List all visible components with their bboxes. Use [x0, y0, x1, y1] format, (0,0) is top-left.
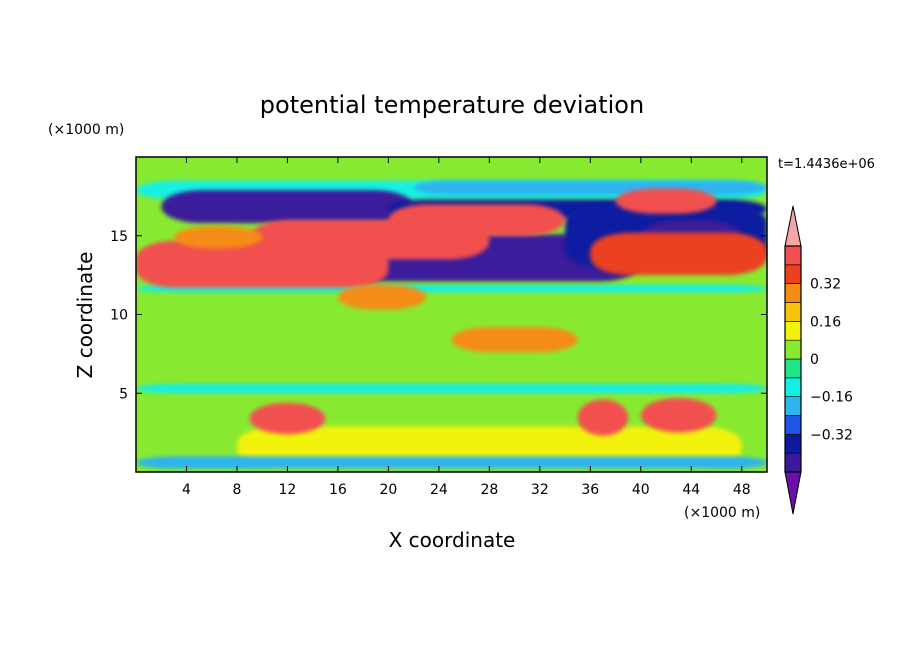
heatmap-cell-0: [136, 383, 767, 394]
colorbar-segment-0: [784, 452, 802, 473]
heatmap-cell-11: [388, 204, 566, 236]
colorbar-extend-low: [784, 471, 802, 515]
x-axis: 4 8 12 16 20 24 28 32 36 40 44 48: [182, 157, 751, 498]
colorbar-segment-10: [784, 264, 802, 284]
x-tick-label-28: 28: [480, 482, 498, 498]
colorbar-tick-label-1: 0.16: [810, 314, 841, 330]
colorbar-tick-label-3: −0.16: [810, 390, 853, 406]
x-tick-label-48: 48: [733, 482, 751, 498]
colorbar-extend-high: [784, 205, 802, 247]
heatmap-cell-14: [173, 226, 263, 249]
x-axis-title: X coordinate: [389, 528, 516, 552]
heatmap-cell-19: [249, 402, 326, 435]
y-axis: 5 10 15: [110, 229, 767, 402]
heatmap-cell-4: [161, 190, 414, 224]
y-unit-label: (×1000 m): [48, 122, 124, 138]
heatmap-field: [136, 157, 767, 472]
colorbar-segment-4: [784, 377, 802, 397]
heatmap-cell-18: [136, 456, 767, 469]
heatmap-cell-20: [577, 399, 629, 436]
x-unit-label: (×1000 m): [684, 505, 760, 521]
heatmap-cell-13: [615, 188, 717, 214]
x-tick-label-32: 32: [531, 482, 549, 498]
chart-title: potential temperature deviation: [260, 91, 644, 119]
heatmap-cell-16: [451, 327, 578, 353]
colorbar-segment-1: [784, 434, 802, 454]
colorbar-tick-label-2: 0: [810, 352, 819, 368]
y-tick-label-15: 15: [110, 229, 128, 245]
x-tick-label-20: 20: [379, 482, 397, 498]
colorbar-tick-label-0: 0.32: [810, 277, 841, 293]
y-tick-label-10: 10: [110, 308, 128, 324]
colorbar-segment-6: [784, 339, 802, 360]
x-tick-label-16: 16: [329, 482, 347, 498]
y-tick-label-5: 5: [119, 386, 128, 402]
colorbar-segment-2: [784, 415, 802, 435]
colorbar-segment-5: [784, 358, 802, 379]
x-tick-label-40: 40: [632, 482, 650, 498]
heatmap-cell-15: [337, 284, 427, 310]
colorbar-segment-7: [784, 321, 802, 341]
colorbar: 0.32 0.16 0 −0.16 −0.32: [784, 205, 853, 515]
colorbar-tick-label-4: −0.32: [810, 427, 853, 443]
x-tick-label-12: 12: [279, 482, 297, 498]
x-tick-label-4: 4: [182, 482, 191, 498]
heatmap-cell-21: [640, 397, 717, 433]
colorbar-segment-3: [784, 396, 802, 416]
x-tick-label-8: 8: [232, 482, 241, 498]
colorbar-segment-11: [784, 245, 802, 266]
time-label: t=1.4436e+06: [778, 157, 875, 172]
y-axis-title: Z coordinate: [73, 252, 97, 379]
colorbar-segment-9: [784, 283, 802, 303]
x-tick-label-44: 44: [682, 482, 700, 498]
colorbar-frame: [784, 245, 802, 473]
x-tick-label-24: 24: [430, 482, 448, 498]
heatmap-cell-12: [590, 232, 767, 276]
colorbar-segment-8: [784, 302, 802, 322]
heatmap-cell-3: [413, 180, 767, 195]
x-tick-label-36: 36: [581, 482, 599, 498]
